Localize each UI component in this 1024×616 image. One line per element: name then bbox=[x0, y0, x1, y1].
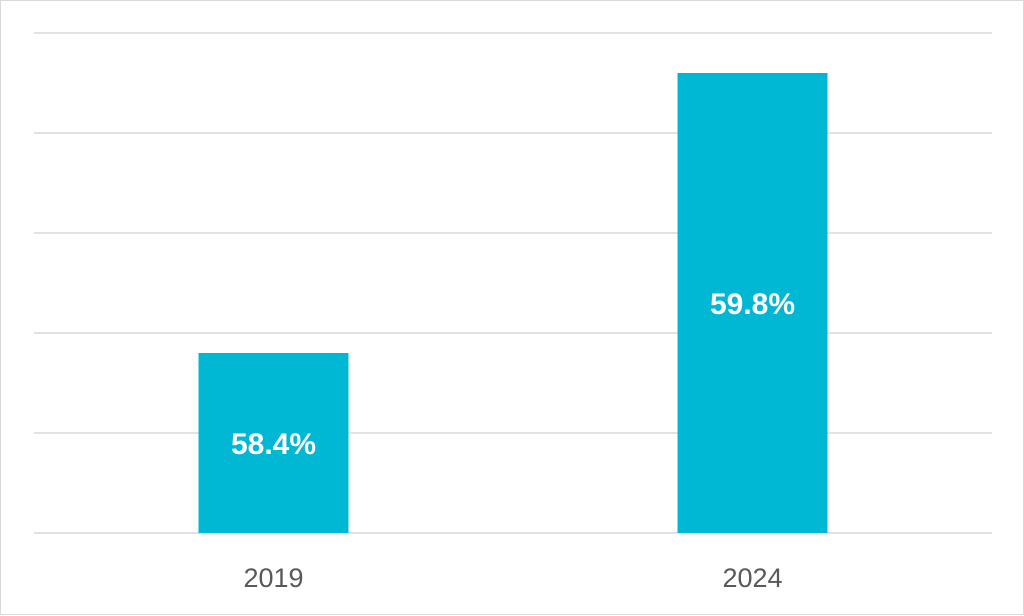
gridlines bbox=[34, 32, 992, 534]
bar-2024 bbox=[677, 73, 828, 533]
x-tick-label-2019: 2019 bbox=[243, 563, 303, 593]
bars bbox=[198, 73, 828, 533]
data-label-2019: 58.4% bbox=[231, 428, 316, 461]
bar-2019 bbox=[198, 353, 349, 533]
x-axis-tick-labels: 2019 2024 bbox=[243, 563, 782, 593]
x-tick-label-2024: 2024 bbox=[722, 563, 782, 593]
data-label-2024: 59.8% bbox=[710, 288, 795, 321]
data-labels: 58.4% 59.8% bbox=[231, 288, 795, 461]
